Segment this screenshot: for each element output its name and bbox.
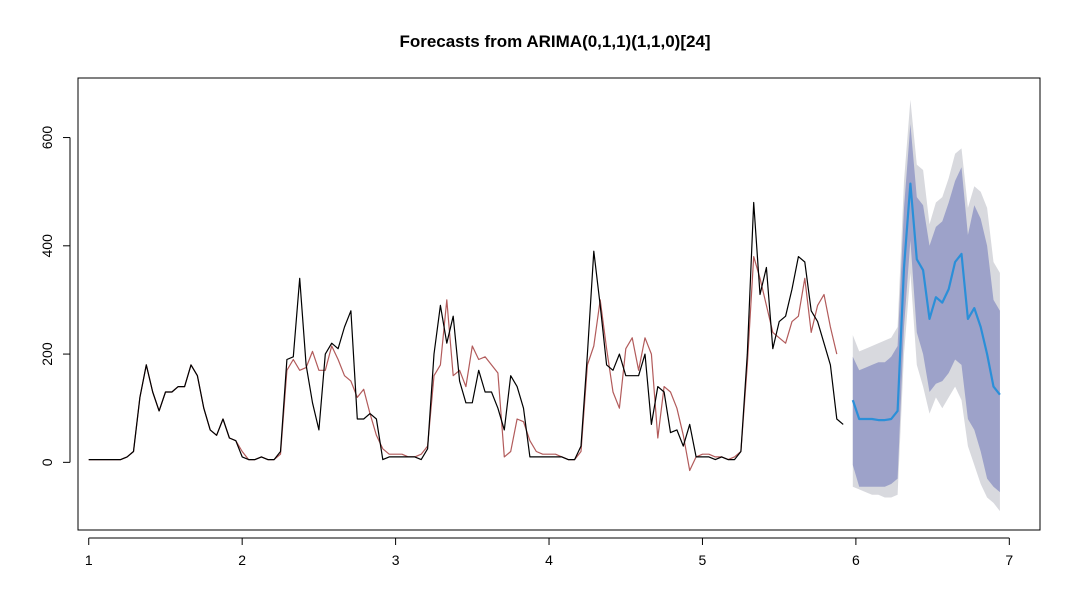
series-lines: [88, 182, 1001, 472]
x-tick-label: 4: [545, 552, 553, 568]
y-axis: 0 200 400 600: [39, 126, 71, 466]
y-tick-label: 600: [39, 126, 55, 150]
plot-frame: [77, 77, 1041, 531]
chart-title: Forecasts from ARIMA(0,1,1)(1,1,0)[24]: [399, 32, 710, 51]
x-tick-label: 3: [392, 552, 400, 568]
x-tick-label: 2: [238, 552, 246, 568]
x-tick-label: 7: [1005, 552, 1013, 568]
series-line-fitted: [88, 256, 838, 472]
series-line-observed: [88, 201, 844, 461]
x-tick-label: 5: [699, 552, 707, 568]
x-tick-label: 1: [85, 552, 93, 568]
x-tick-label: 6: [852, 552, 860, 568]
band-80: [852, 124, 1000, 493]
prediction-intervals: [852, 99, 1000, 512]
y-tick-label: 0: [39, 458, 55, 466]
y-tick-label: 400: [39, 234, 55, 258]
series-line-forecast: [851, 182, 1001, 422]
y-tick-label: 200: [39, 342, 55, 366]
x-axis: 1 2 3 4 5 6 7: [85, 537, 1013, 568]
